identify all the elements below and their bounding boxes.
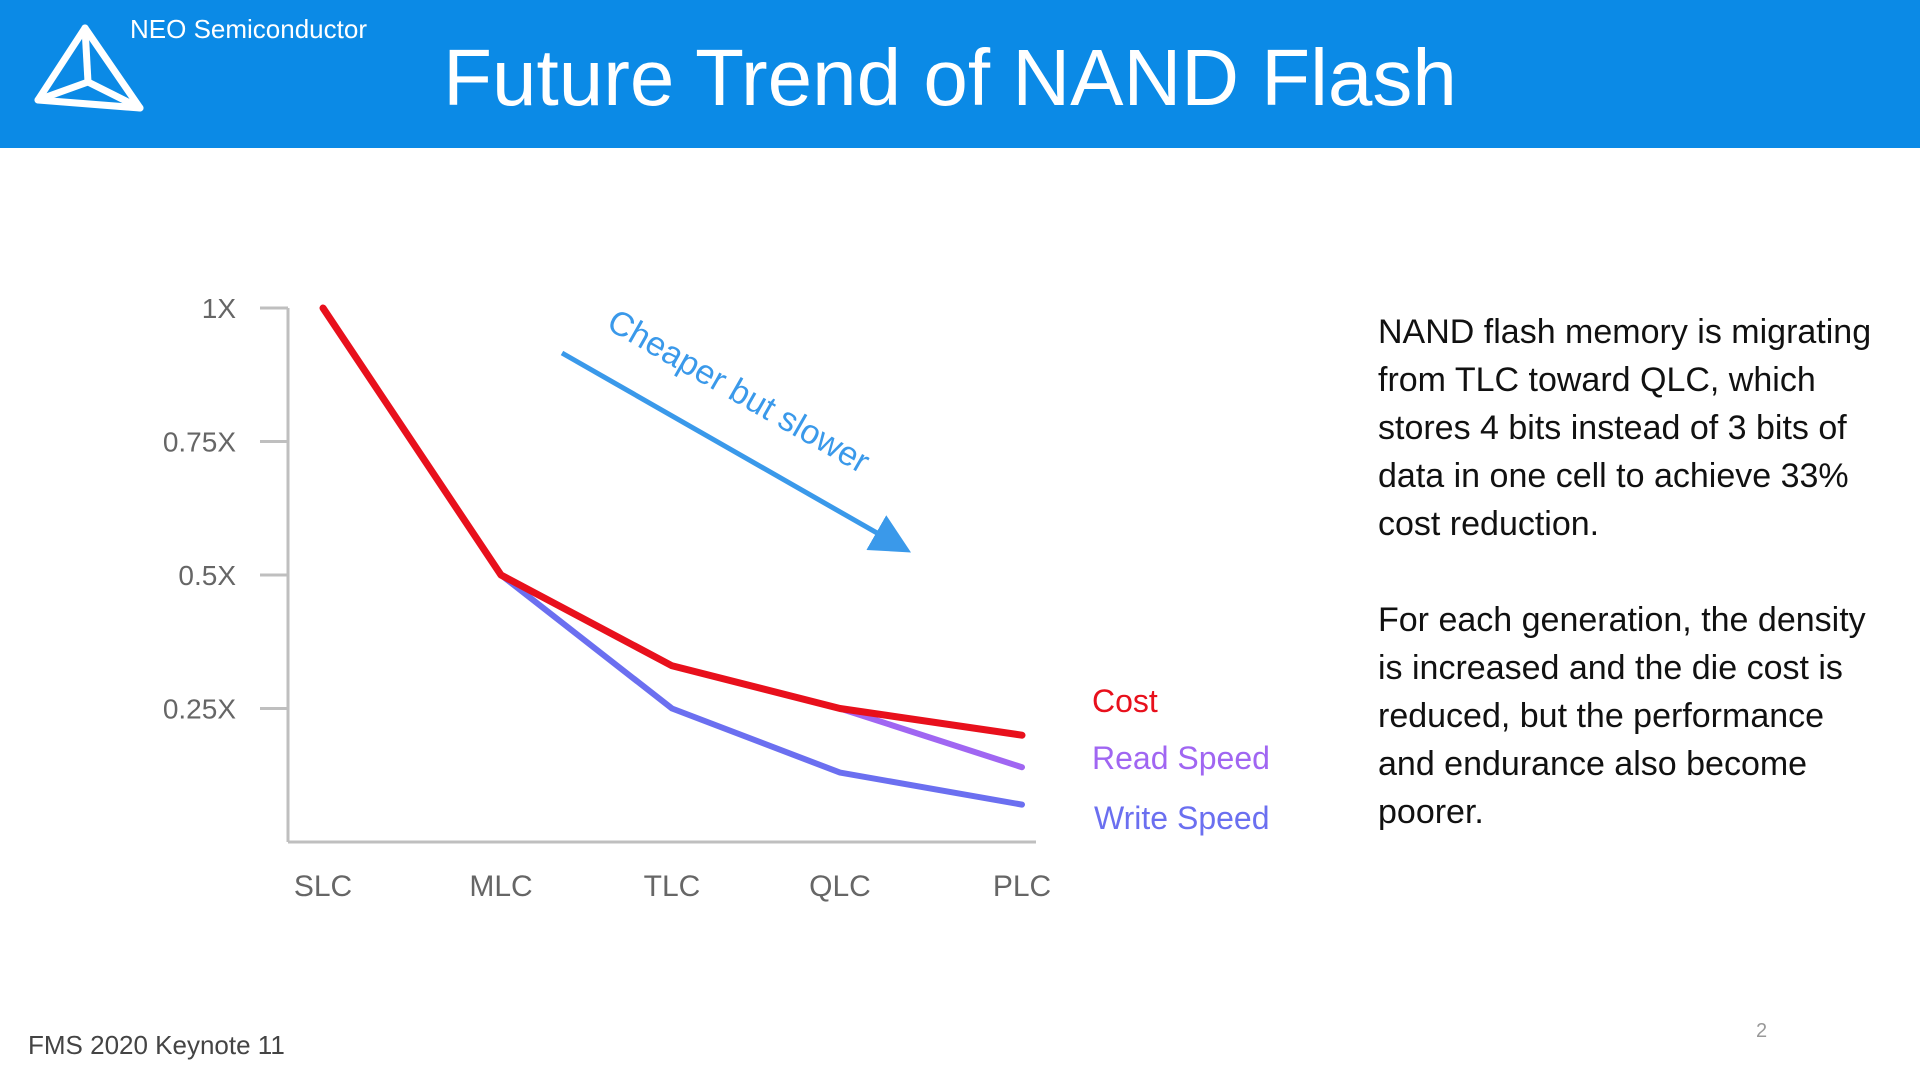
page-title: Future Trend of NAND Flash [443,33,1457,122]
description-paragraph-1: NAND flash memory is migrating from TLC … [1378,313,1872,543]
series-lines [319,304,1026,808]
x-tick-label: TLC [644,870,701,903]
legend-cost: Cost [1092,683,1158,719]
legend-write-speed: Write Speed [1094,800,1270,836]
trend-annotation: Cheaper but slower [560,302,912,553]
series-line-write-speed [320,305,1025,808]
legend-read-speed: Read Speed [1092,740,1270,776]
y-tick-label: 0.5X [178,560,236,591]
x-tick-label: SLC [294,870,352,903]
y-tick-label: 1X [202,293,237,324]
series-line-cost [319,304,1026,739]
x-ticks: SLC MLC TLC QLC PLC [294,870,1051,903]
page-number: 2 [1756,1020,1768,1042]
pyramid-logo-icon [34,24,144,112]
description-panel: NAND flash memory is migrating from TLC … [1378,308,1878,884]
y-tick-label: 0.75X [163,427,236,458]
company-name: NEO Semiconductor [130,14,367,44]
footer-event-label: FMS 2020 Keynote 11 [28,1030,285,1060]
x-tick-label: QLC [809,870,871,903]
legend: Write Speed Read Speed Cost [1092,683,1270,836]
x-tick-label: MLC [469,870,532,903]
y-ticks: 1X 0.75X 0.5X 0.25X [163,293,288,725]
chart-axes [286,308,1036,844]
trend-arrow-icon [560,350,912,553]
x-tick-label: PLC [993,870,1051,903]
y-tick-label: 0.25X [163,694,236,725]
description-paragraph-2: For each generation, the density is incr… [1378,601,1866,831]
header-bar: NEO Semiconductor Future Trend of NAND F… [0,0,1920,148]
series-line-read-speed [320,305,1025,771]
